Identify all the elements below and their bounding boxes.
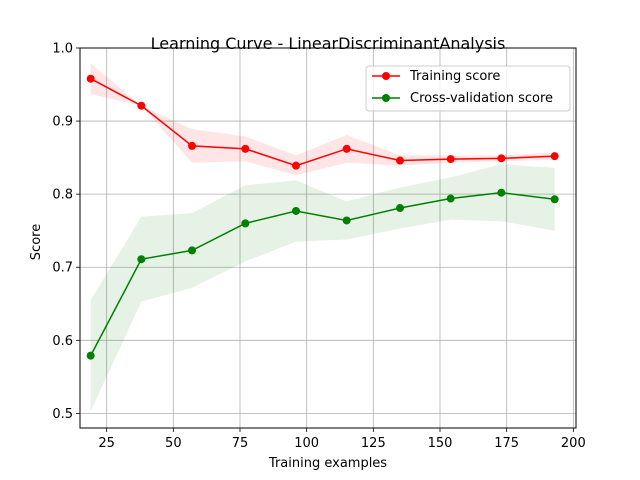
point-cv [241, 219, 250, 228]
x-tick-label: 25 [98, 436, 115, 451]
point-cv [550, 195, 559, 204]
x-tick-label: 175 [494, 436, 519, 451]
x-tick-label: 125 [361, 436, 386, 451]
band-cv [90, 164, 555, 412]
legend: Training score Cross-validation score [365, 65, 571, 112]
y-tick-label: 0.7 [52, 261, 73, 276]
y-tick-label: 0.5 [52, 407, 73, 422]
legend-marker-cv [382, 94, 390, 102]
x-axis-ticks: 25 50 75 100 125 150 175 200 [98, 428, 586, 451]
point-training [342, 144, 351, 153]
legend-box [365, 65, 571, 112]
series-markers [86, 74, 559, 360]
y-axis-ticks: 0.5 0.6 0.7 0.8 0.9 1.0 [52, 42, 80, 422]
x-tick-label: 150 [428, 436, 453, 451]
plot-frame [79, 47, 577, 429]
y-tick-label: 0.8 [52, 188, 73, 203]
legend-label-cv: Cross-validation score [410, 91, 553, 106]
point-training [188, 141, 196, 150]
legend-label-training: Training score [409, 69, 500, 84]
legend-marker-training [382, 72, 390, 80]
point-training [241, 144, 250, 153]
point-training [550, 152, 559, 161]
point-training [446, 155, 455, 164]
point-cv [396, 204, 404, 213]
point-cv [342, 216, 351, 225]
y-axis-label: Score [29, 224, 44, 260]
point-cv [86, 351, 95, 360]
point-training [137, 101, 146, 110]
point-cv [446, 194, 455, 203]
point-cv [137, 255, 146, 264]
x-tick-label: 50 [165, 436, 182, 451]
line-training [90, 78, 555, 167]
point-cv [188, 246, 196, 255]
chart-title: Learning Curve - LinearDiscriminantAnaly… [151, 34, 506, 53]
y-tick-label: 0.9 [52, 115, 73, 130]
point-training [396, 156, 404, 165]
y-tick-label: 0.6 [52, 334, 73, 349]
point-cv [292, 206, 300, 215]
point-training [86, 74, 95, 83]
y-tick-label: 1.0 [52, 42, 73, 57]
point-training [292, 161, 300, 170]
line-cv [90, 191, 555, 357]
x-tick-label: 100 [294, 436, 319, 451]
series-lines [90, 78, 555, 357]
point-training [497, 154, 506, 163]
x-tick-label: 75 [232, 436, 249, 451]
x-axis-label: Training examples [268, 456, 387, 471]
point-cv [497, 188, 506, 197]
x-tick-label: 200 [561, 436, 586, 451]
